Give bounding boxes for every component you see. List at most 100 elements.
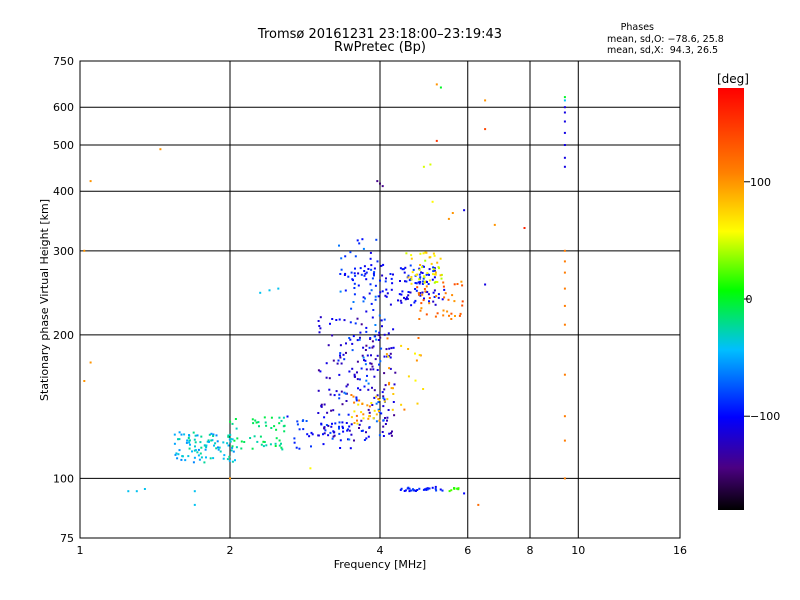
data-point [358,423,361,426]
data-point [386,416,389,419]
data-point [365,310,368,313]
data-point [370,302,373,305]
data-point [210,432,213,435]
data-point [308,435,311,438]
x-tick-label: 6 [464,544,471,557]
data-point [298,447,301,450]
data-point [278,422,281,425]
data-point [361,429,364,432]
data-point [424,290,427,293]
data-point [373,335,376,338]
data-point [335,319,338,321]
data-point [215,447,218,450]
data-point [370,289,373,292]
data-point [388,381,391,384]
data-point [421,282,424,285]
data-point [484,128,487,131]
data-point [410,254,413,257]
data-point [196,434,199,437]
data-point [325,424,328,426]
data-point [222,441,225,444]
x-tick-labels: 1 2 4 6 8 10 16 [77,544,688,557]
data-point [368,411,371,414]
data-point [265,444,268,447]
data-point [422,388,425,390]
data-point [217,448,220,451]
data-point [373,267,376,270]
data-point [194,445,196,448]
data-point [394,371,397,374]
data-point [282,416,285,419]
data-point [143,488,146,490]
data-point [425,273,428,276]
data-point [331,437,334,440]
data-point [411,271,414,274]
data-point [362,417,365,420]
data-point [275,437,278,440]
data-point [358,399,361,402]
data-point [319,316,322,319]
data-point [377,408,380,411]
data-point [260,443,263,446]
data-point [329,322,331,325]
data-point [400,487,403,490]
data-point [440,273,443,276]
data-point [390,277,393,280]
data-point [422,277,425,280]
data-point [405,252,408,255]
data-point [385,353,388,356]
data-point [451,294,454,297]
data-point [370,354,372,357]
data-point [363,270,366,272]
data-point [563,249,566,252]
data-point [349,447,352,450]
data-point [280,419,283,422]
data-point [436,312,439,315]
data-point [563,287,566,290]
data-point [397,299,399,302]
data-point [333,434,336,437]
data-point [450,318,453,320]
data-point [127,490,130,493]
data-point [410,489,413,492]
data-point [461,304,464,307]
data-point [378,363,380,366]
data-point [377,295,380,298]
data-point [231,438,234,441]
data-point [367,388,370,391]
data-point [454,315,456,317]
data-point [375,402,378,405]
data-point [234,459,236,462]
data-point [369,368,372,371]
data-point [371,346,374,349]
data-point [231,460,234,463]
phases-line-x: mean, sd,X: 94.3, 26.5 [607,45,719,56]
data-point [433,289,436,292]
data-point [391,282,394,285]
data-point [377,339,380,341]
y-tick-label: 400 [53,185,74,198]
data-point [563,156,566,159]
data-point [320,405,323,408]
data-point [319,327,322,330]
data-point [356,360,359,363]
data-point [399,299,402,302]
phases-heading: Phases [620,22,654,33]
data-point [463,209,466,212]
data-point [392,328,395,331]
data-point [379,279,381,282]
data-point [354,267,356,270]
data-point [229,437,232,440]
data-point [425,313,428,316]
data-point [350,307,353,310]
data-point [187,455,190,458]
data-point [274,442,277,445]
data-point [381,431,384,433]
data-point [317,320,320,322]
data-point [374,295,377,298]
data-point [356,239,359,242]
data-point [89,180,92,183]
data-point [353,373,356,376]
data-point [418,273,421,276]
data-point [283,430,286,433]
